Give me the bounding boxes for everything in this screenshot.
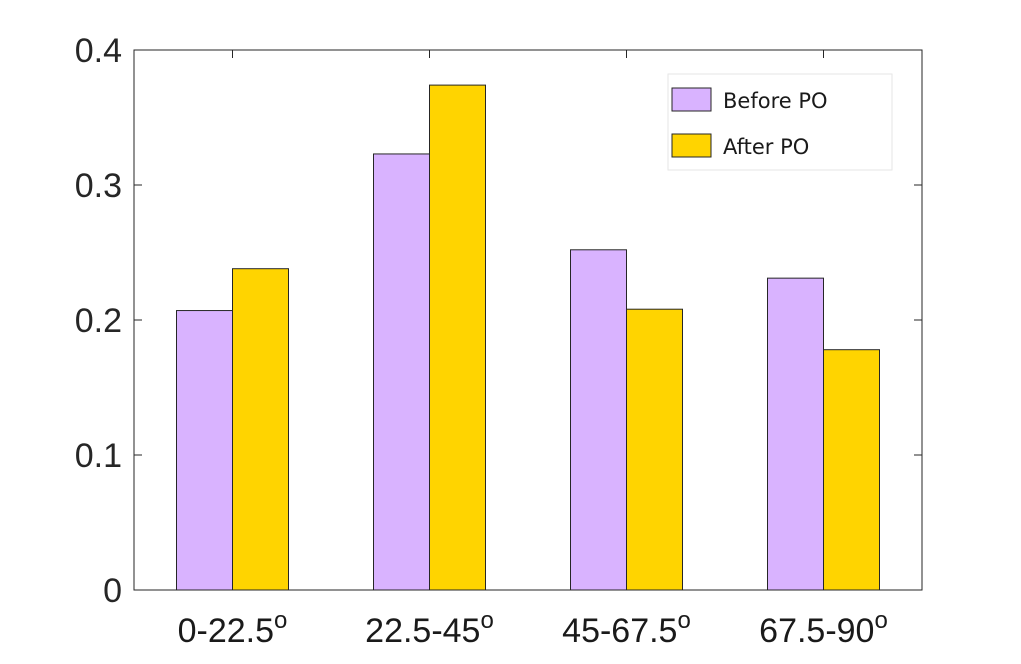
x-tick-label: 22.5-45o [365, 607, 494, 650]
y-tick-label: 0.3 [75, 167, 122, 205]
legend-swatch-after-po [671, 133, 712, 158]
x-tick-label-base: 45-67.5 [562, 612, 677, 650]
bar-after-po-0 [232, 268, 289, 591]
legend-label-after-po: After PO [723, 135, 809, 159]
bar-before-po-0 [176, 310, 233, 591]
y-tick-label: 0.1 [75, 437, 122, 475]
x-tick-label-superscript: o [274, 607, 287, 634]
x-tick-label-base: 67.5-90 [759, 612, 874, 650]
legend-swatch-before-po [671, 87, 712, 112]
y-tick-label: 0.4 [75, 32, 122, 70]
bar-after-po-3 [823, 349, 880, 591]
bar-before-po-3 [767, 277, 824, 591]
x-tick-label-superscript: o [677, 607, 690, 634]
bars-layer [176, 84, 880, 591]
y-tick-label: 0 [103, 572, 122, 610]
x-tick-label: 67.5-90o [759, 607, 888, 650]
y-axis: 0 0.1 0.2 0.3 0.4 [75, 32, 922, 610]
legend-label-before-po: Before PO [723, 89, 828, 113]
bar-after-po-2 [626, 308, 683, 591]
y-tick-label: 0.2 [75, 302, 122, 340]
bar-before-po-1 [373, 153, 430, 591]
x-tick-label-base: 22.5-45 [365, 612, 480, 650]
x-tick-label: 0-22.5o [178, 607, 288, 650]
x-axis: 0-22.5o 22.5-45o 45-67.5o 67.5-90o [178, 50, 888, 650]
x-tick-label-superscript: o [480, 607, 493, 634]
x-tick-label: 45-67.5o [562, 607, 691, 650]
x-tick-label-base: 0-22.5 [178, 612, 274, 650]
bar-before-po-2 [570, 249, 627, 591]
bar-after-po-1 [429, 84, 486, 591]
legend: Before PO After PO [667, 73, 893, 171]
x-tick-label-superscript: o [874, 607, 887, 634]
